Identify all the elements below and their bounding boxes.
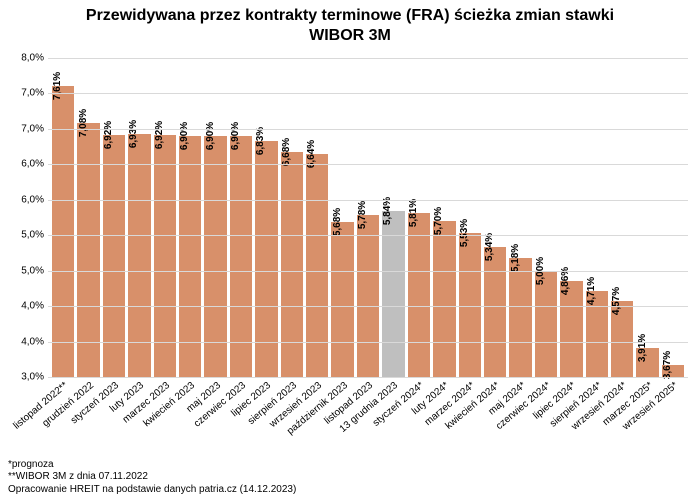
chart-title-line2: WIBOR 3M [10,26,690,46]
bar-slot: 5,84% [382,58,404,377]
gridline [48,164,688,165]
y-tick-label: 8,0% [21,53,48,64]
bar: 4,71% [586,291,608,377]
gridline [48,235,688,236]
bar-value-label: 4,57% [611,287,624,315]
bar-value-label: 6,93% [128,120,141,148]
bar-slot: 5,00% [535,58,557,377]
bar-slot: 3,91% [636,58,658,377]
bar-value-label: 3,67% [662,351,675,379]
bar-slot: 4,57% [611,58,633,377]
bar: 5,81% [408,213,430,377]
bar-slot: 5,34% [484,58,506,377]
bar: 5,68% [331,222,353,377]
bar-value-label: 4,71% [586,277,599,305]
bar: 3,91% [636,348,658,377]
bar-slot: 5,70% [433,58,455,377]
bar-slot: 5,68% [331,58,353,377]
bar: 5,18% [509,258,531,377]
bar-slot: 6,92% [154,58,176,377]
bar-slot: 5,53% [459,58,481,377]
bar-slot: 3,67% [662,58,684,377]
bar-value-label: 5,84% [382,197,395,225]
bar-slot: 6,92% [103,58,125,377]
y-tick-label: 6,0% [21,194,48,205]
bar-value-label: 6,90% [205,122,218,150]
plot-area: 7,61% 7,08% 6,92% 6,93% 6,92% 6,90% 6,90% 6,90%… [48,58,688,378]
bar-slot: 6,90% [204,58,226,377]
bar: 3,67% [662,365,684,377]
gridline [48,342,688,343]
bar: 6,93% [128,134,150,377]
bar-value-label: 7,61% [52,71,65,99]
gridline [48,271,688,272]
bar-slot: 6,93% [128,58,150,377]
bar-value-label: 7,08% [78,109,91,137]
bar-slot: 5,78% [357,58,379,377]
gridline [48,129,688,130]
bar: 5,00% [535,271,557,377]
bar-value-label: 5,78% [357,201,370,229]
bar-slot: 6,83% [255,58,277,377]
bar-value-label: 6,90% [230,122,243,150]
bar: 7,08% [77,123,99,377]
footnote-line: *prognoza [8,459,296,472]
chart-title-line1: Przewidywana przez kontrakty terminowe (… [10,6,690,26]
footnote-line: Opracowanie HREIT na podstawie danych pa… [8,484,296,497]
bar-slot: 6,90% [230,58,252,377]
bar: 5,78% [357,215,379,377]
bar: 5,70% [433,221,455,377]
bar: 4,57% [611,301,633,377]
bar-value-label: 6,92% [154,120,167,148]
y-tick-label: 4,0% [21,336,48,347]
bar-slot: 6,90% [179,58,201,377]
bar: 6,68% [281,152,303,377]
gridline [48,58,688,59]
bar-value-label: 5,70% [433,207,446,235]
bar-value-label: 6,90% [179,122,192,150]
gridline [48,200,688,201]
bar-value-label: 5,68% [332,208,345,236]
chart-title: Przewidywana przez kontrakty terminowe (… [0,0,700,48]
bar-value-label: 5,18% [510,244,523,272]
bar-slot: 7,61% [52,58,74,377]
bar-slot: 7,08% [77,58,99,377]
gridline [48,93,688,94]
y-tick-label: 7,0% [21,123,48,134]
bar-slot: 6,64% [306,58,328,377]
bar-slot: 4,71% [586,58,608,377]
bar-slot: 6,68% [281,58,303,377]
bar-value-label: 3,91% [637,334,650,362]
footnote-line: **WIBOR 3M z dnia 07.11.2022 [8,471,296,484]
y-tick-label: 4,0% [21,301,48,312]
bar-value-label: 5,53% [459,219,472,247]
bar-value-label: 5,34% [484,232,497,260]
bar-value-label: 5,81% [408,199,421,227]
y-tick-label: 6,0% [21,159,48,170]
bar-slot: 5,18% [509,58,531,377]
bar: 6,64% [306,154,328,377]
y-tick-label: 3,0% [21,372,48,383]
bar: 5,53% [459,233,481,377]
x-label-slot: wrzesień 2025* [662,378,684,458]
bars-container: 7,61% 7,08% 6,92% 6,93% 6,92% 6,90% 6,90% 6,90%… [48,58,688,377]
fra-wibor-chart: Przewidywana przez kontrakty terminowe (… [0,0,700,500]
gridline [48,306,688,307]
bar-slot: 4,86% [560,58,582,377]
bar-value-label: 6,83% [255,127,268,155]
footnotes: *prognoza**WIBOR 3M z dnia 07.11.2022Opr… [8,459,296,497]
y-tick-label: 7,0% [21,88,48,99]
bar: 4,86% [560,281,582,377]
bar-value-label: 6,92% [103,120,116,148]
bar-value-label: 6,68% [281,137,294,165]
y-tick-label: 5,0% [21,265,48,276]
bar: 5,34% [484,247,506,377]
x-axis-labels: listopad 2022**grudzień 2022styczeń 2023… [48,378,688,458]
bar-slot: 5,81% [408,58,430,377]
y-tick-label: 5,0% [21,230,48,241]
